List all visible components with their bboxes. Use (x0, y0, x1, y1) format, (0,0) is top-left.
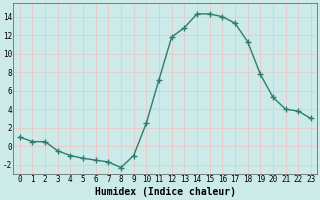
X-axis label: Humidex (Indice chaleur): Humidex (Indice chaleur) (95, 187, 236, 197)
